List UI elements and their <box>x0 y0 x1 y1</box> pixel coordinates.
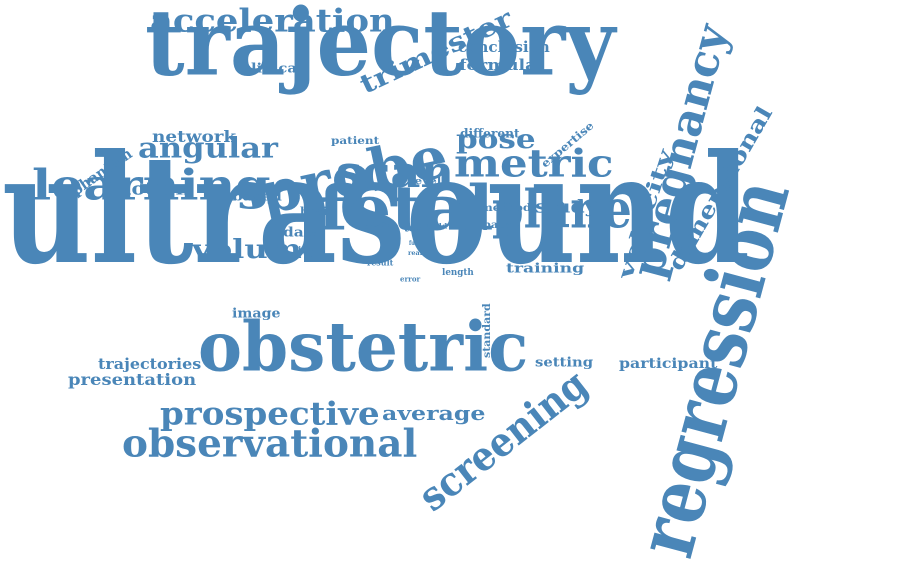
word-jerk: jerk <box>366 219 394 230</box>
word-build: build <box>425 221 448 231</box>
word-motion: motion <box>110 178 191 200</box>
word-image: image <box>232 306 281 322</box>
word-presentation: presentation <box>68 370 197 390</box>
word-brain: brain <box>300 205 337 219</box>
word-clinical: clinical <box>242 61 303 77</box>
word-pose: pose <box>456 125 536 156</box>
word-different: different <box>460 126 520 141</box>
word-fetal: fetal <box>318 171 494 245</box>
word-based: based <box>232 189 282 204</box>
word-metric: metric <box>454 140 614 186</box>
word-participant: participant <box>619 355 718 372</box>
word-learning: learning <box>32 160 271 210</box>
word-text: text <box>404 223 427 234</box>
word-trajectories: trajectories <box>98 355 202 373</box>
word-length: length <box>442 267 474 278</box>
word-conclusion: conclusion <box>458 38 550 56</box>
word-angular: angular <box>138 131 278 165</box>
word-result: result <box>367 257 394 268</box>
word-setting: setting <box>535 355 594 371</box>
word-standard: standard <box>482 303 493 358</box>
word-study: study <box>535 196 597 218</box>
word-data: data <box>283 225 321 241</box>
word-average: average <box>382 401 486 425</box>
word-network: network <box>152 127 237 147</box>
word-formula: formula <box>459 56 537 74</box>
word-patient: patient <box>331 136 380 147</box>
word-path: path <box>483 220 512 231</box>
word-acceleration: acceleration <box>150 1 395 40</box>
word-training: training <box>506 261 585 277</box>
word-ultrasound: ultrasound <box>2 122 751 298</box>
word-error: error <box>400 274 421 284</box>
word-full: full <box>409 240 419 248</box>
word-prospective: prospective <box>160 394 380 433</box>
word-real: real <box>408 250 423 258</box>
word-method: method <box>480 203 532 214</box>
word-scan: scan <box>336 146 455 198</box>
word-trajectory: trajectory <box>145 0 616 97</box>
word-level: level <box>410 176 442 187</box>
word-volume: volume <box>192 235 323 266</box>
word-video: video <box>293 244 319 254</box>
word-obstetric: obstetric <box>198 307 529 388</box>
word-observational: observational <box>122 420 418 466</box>
word-plane: plane <box>492 179 632 241</box>
